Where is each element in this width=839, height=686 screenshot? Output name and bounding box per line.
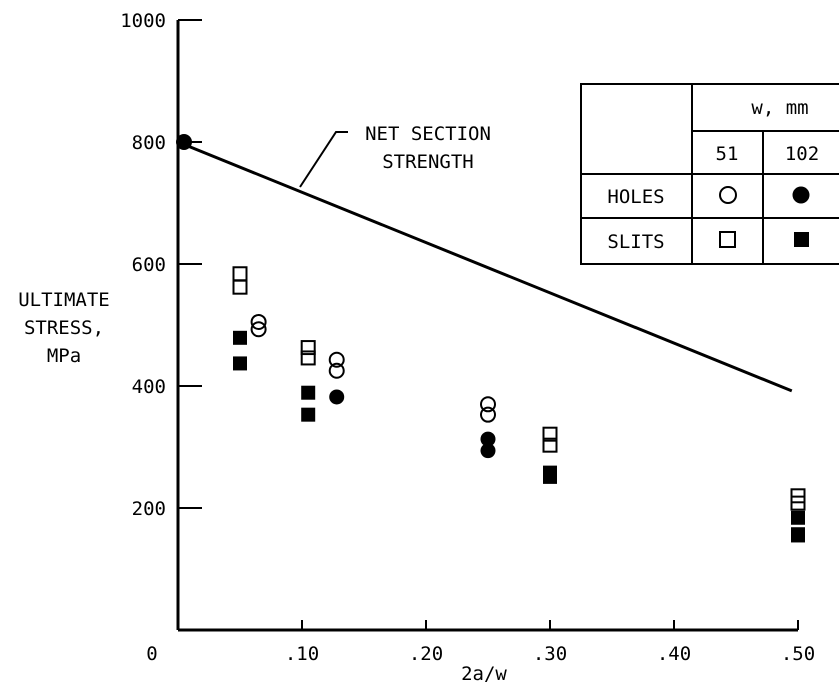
y-axis-title: ULTIMATE STRESS, MPa — [18, 289, 110, 367]
x-tick-label: .20 — [409, 643, 443, 665]
net-section-start-point — [176, 134, 192, 150]
y-tick-label: 800 — [132, 132, 166, 154]
y-axis-title-line-2: STRESS, — [24, 317, 104, 339]
filled-square-point — [301, 407, 316, 422]
filled-square-point — [543, 469, 557, 484]
filled-circle-point — [480, 431, 496, 447]
legend-row-holes: HOLES — [607, 186, 664, 208]
legend-header: w, mm — [751, 97, 808, 119]
y-tick-label: 400 — [132, 376, 166, 398]
legend-row-slits: SLITS — [607, 231, 664, 253]
open-circle-point — [328, 351, 345, 368]
open-circle-point — [250, 321, 267, 338]
legend-column-102: 102 — [785, 143, 819, 165]
filled-square-point — [791, 510, 805, 525]
open-square-point — [232, 279, 248, 295]
data-points — [232, 266, 806, 543]
x-tick-label: .30 — [533, 643, 567, 665]
legend-filled-circle-icon — [792, 186, 810, 204]
x-tick-label: 0 — [146, 643, 157, 665]
x-tick-label: .40 — [657, 643, 691, 665]
x-ticks: 0 .10 .20 .30 .40 .50 — [146, 620, 815, 665]
x-tick-label: .10 — [285, 643, 319, 665]
open-square-point — [542, 426, 558, 442]
filled-square-point — [233, 330, 247, 345]
filled-square-point — [301, 385, 316, 400]
y-tick-label: 1000 — [120, 10, 166, 32]
open-circle-point — [328, 362, 345, 379]
net-section-label-line-2: STRENGTH — [382, 151, 474, 173]
axes: 200 400 600 800 1000 0 .10 .20 .30 .40 .50 — [120, 10, 815, 665]
y-axis-title-line-1: ULTIMATE — [18, 289, 110, 311]
open-circle-point — [250, 313, 267, 330]
open-circle-point — [480, 396, 496, 413]
legend-open-square-icon — [719, 231, 736, 248]
open-square-point — [300, 350, 316, 366]
open-circle-point — [480, 406, 496, 423]
net-section-label-line-1: NET SECTION — [365, 123, 491, 145]
legend: w, mm 51 102 HOLES SLITS — [580, 83, 839, 265]
net-section-leader-line — [299, 131, 348, 188]
filled-circle-point — [480, 443, 496, 459]
y-axis-title-line-3: MPa — [47, 345, 81, 367]
open-square-point — [790, 495, 806, 511]
x-tick-label: .50 — [781, 643, 815, 665]
x-axis-title: 2a/w — [461, 663, 507, 685]
open-square-point — [542, 437, 558, 453]
legend-column-51: 51 — [716, 143, 739, 165]
y-ticks: 200 400 600 800 1000 — [120, 10, 202, 520]
filled-square-point — [233, 356, 247, 371]
y-tick-label: 600 — [132, 254, 166, 276]
net-section-strength-line: NET SECTION STRENGTH — [176, 123, 793, 393]
net-section-line — [177, 140, 793, 393]
legend-filled-square-icon — [794, 232, 809, 247]
filled-circle-point — [329, 389, 345, 405]
legend-open-circle-icon — [719, 186, 737, 204]
filled-square-point — [791, 528, 805, 543]
open-square-point — [300, 340, 316, 356]
open-square-point — [232, 266, 248, 282]
y-tick-label: 200 — [132, 498, 166, 520]
